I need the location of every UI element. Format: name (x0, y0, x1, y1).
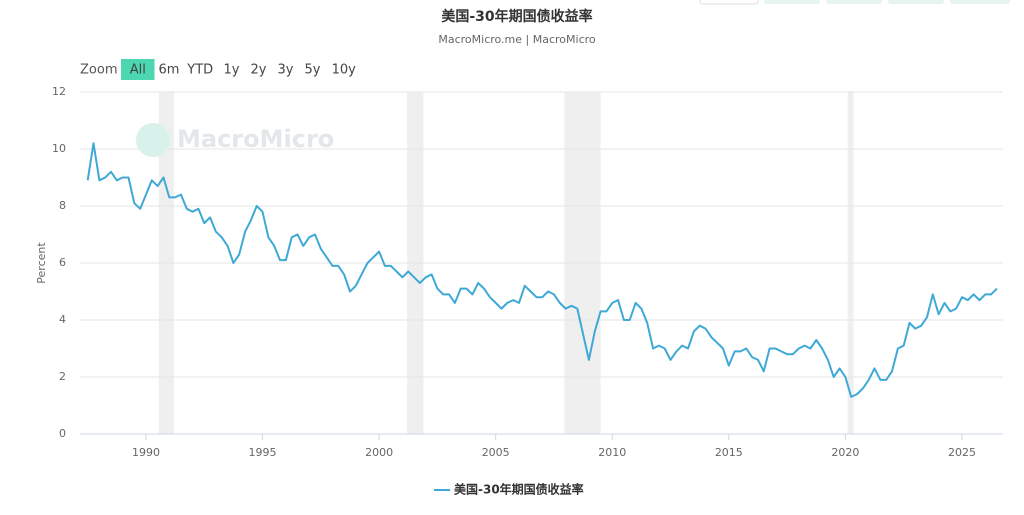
range-button[interactable]: 1y (224, 63, 240, 78)
y-tick-label: 6 (59, 256, 66, 269)
range-button-label: 5y (305, 63, 321, 78)
range-button[interactable]: 10y (332, 63, 357, 78)
range-button[interactable]: 6m (159, 63, 180, 78)
toolbar-button[interactable] (888, 0, 944, 4)
chart-subtitle: MacroMicro.me | MacroMicro (438, 33, 596, 46)
x-tick-label: 1995 (249, 446, 277, 459)
watermark-logo (136, 123, 170, 157)
legend-item[interactable]: 美国-30年期国债收益率 (434, 482, 584, 497)
range-button[interactable]: 5y (305, 63, 321, 78)
toolbar-button[interactable] (950, 0, 1010, 4)
x-tick-label: 2015 (715, 446, 743, 459)
y-tick-label: 2 (59, 370, 66, 383)
x-tick-label: 2010 (598, 446, 626, 459)
line-series (86, 142, 998, 398)
chart-title: 美国-30年期国债收益率 (441, 8, 592, 25)
y-tick-label: 4 (59, 313, 66, 326)
range-button-label: YTD (186, 63, 213, 78)
plot-area (80, 91, 1003, 440)
toolbar-button[interactable] (826, 0, 882, 4)
x-tick-label: 1990 (132, 446, 160, 459)
range-button-label: 10y (332, 63, 357, 78)
y-tick-label: 8 (59, 199, 66, 212)
x-tick-label: 2025 (948, 446, 976, 459)
toolbar-button[interactable] (699, 0, 759, 5)
y-axis-label: Percent (35, 242, 48, 284)
range-button[interactable]: All (121, 59, 155, 80)
range-button[interactable]: 3y (278, 63, 294, 78)
range-label: Zoom (80, 63, 117, 78)
range-button-label: 6m (159, 63, 180, 78)
x-tick-label: 2000 (365, 446, 393, 459)
range-button[interactable]: 2y (251, 63, 267, 78)
range-button-label: 1y (224, 63, 240, 78)
watermark: MacroMicro (177, 125, 334, 153)
x-tick-label: 2005 (482, 446, 510, 459)
legend-label: 美国-30年期国债收益率 (454, 482, 584, 497)
x-tick-label: 2020 (831, 446, 859, 459)
range-button-label: 3y (278, 63, 294, 78)
y-tick-label: 12 (52, 85, 66, 98)
range-button-label: All (130, 63, 146, 78)
toolbar-button[interactable] (764, 0, 820, 4)
y-tick-label: 10 (52, 142, 66, 155)
y-tick-label: 0 (59, 427, 66, 440)
range-button-bg (121, 59, 155, 80)
range-button[interactable]: YTD (186, 63, 213, 78)
range-button-label: 2y (251, 63, 267, 78)
